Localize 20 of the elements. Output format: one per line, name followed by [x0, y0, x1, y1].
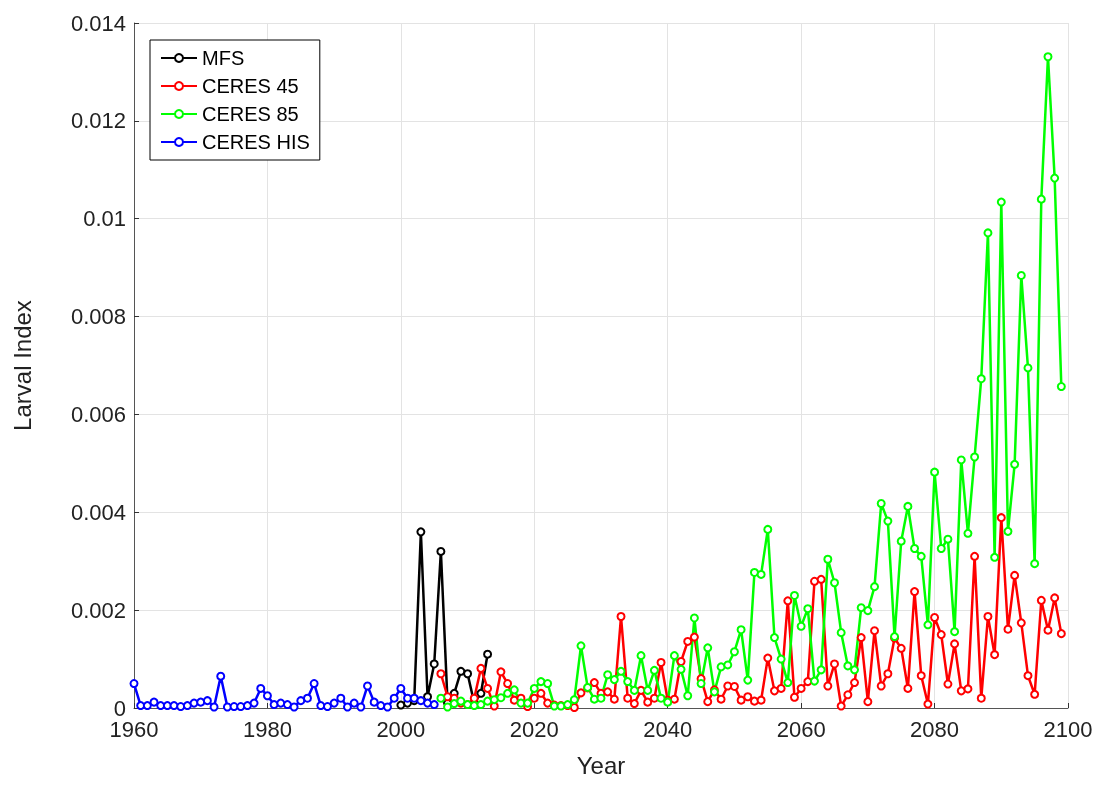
x-tick-label: 2100	[1043, 716, 1093, 742]
legend-label: CERES HIS	[202, 131, 310, 153]
x-tick-label: 1980	[242, 716, 292, 742]
legend-label: CERES 85	[202, 103, 299, 125]
y-tick-label: 0.008	[70, 304, 126, 330]
y-tick-label: 0.006	[70, 401, 126, 427]
y-tick-label: 0.004	[70, 499, 126, 525]
x-tick-label: 2040	[643, 716, 693, 742]
x-axis-title: Year	[576, 751, 626, 779]
y-tick-label: 0.01	[83, 206, 126, 232]
x-tick-label: 2020	[509, 716, 559, 742]
x-tick-label: 2060	[776, 716, 826, 742]
x-tick-label: 2080	[910, 716, 960, 742]
y-tick-label: 0.012	[70, 108, 126, 134]
legend-label: CERES 45	[202, 75, 299, 97]
x-tick-label: 2000	[376, 716, 426, 742]
y-tick-label: 0.014	[70, 10, 126, 36]
y-axis-title: Larval Index	[8, 300, 36, 431]
y-tick-label: 0.002	[70, 597, 126, 623]
legend-label: MFS	[202, 47, 245, 69]
